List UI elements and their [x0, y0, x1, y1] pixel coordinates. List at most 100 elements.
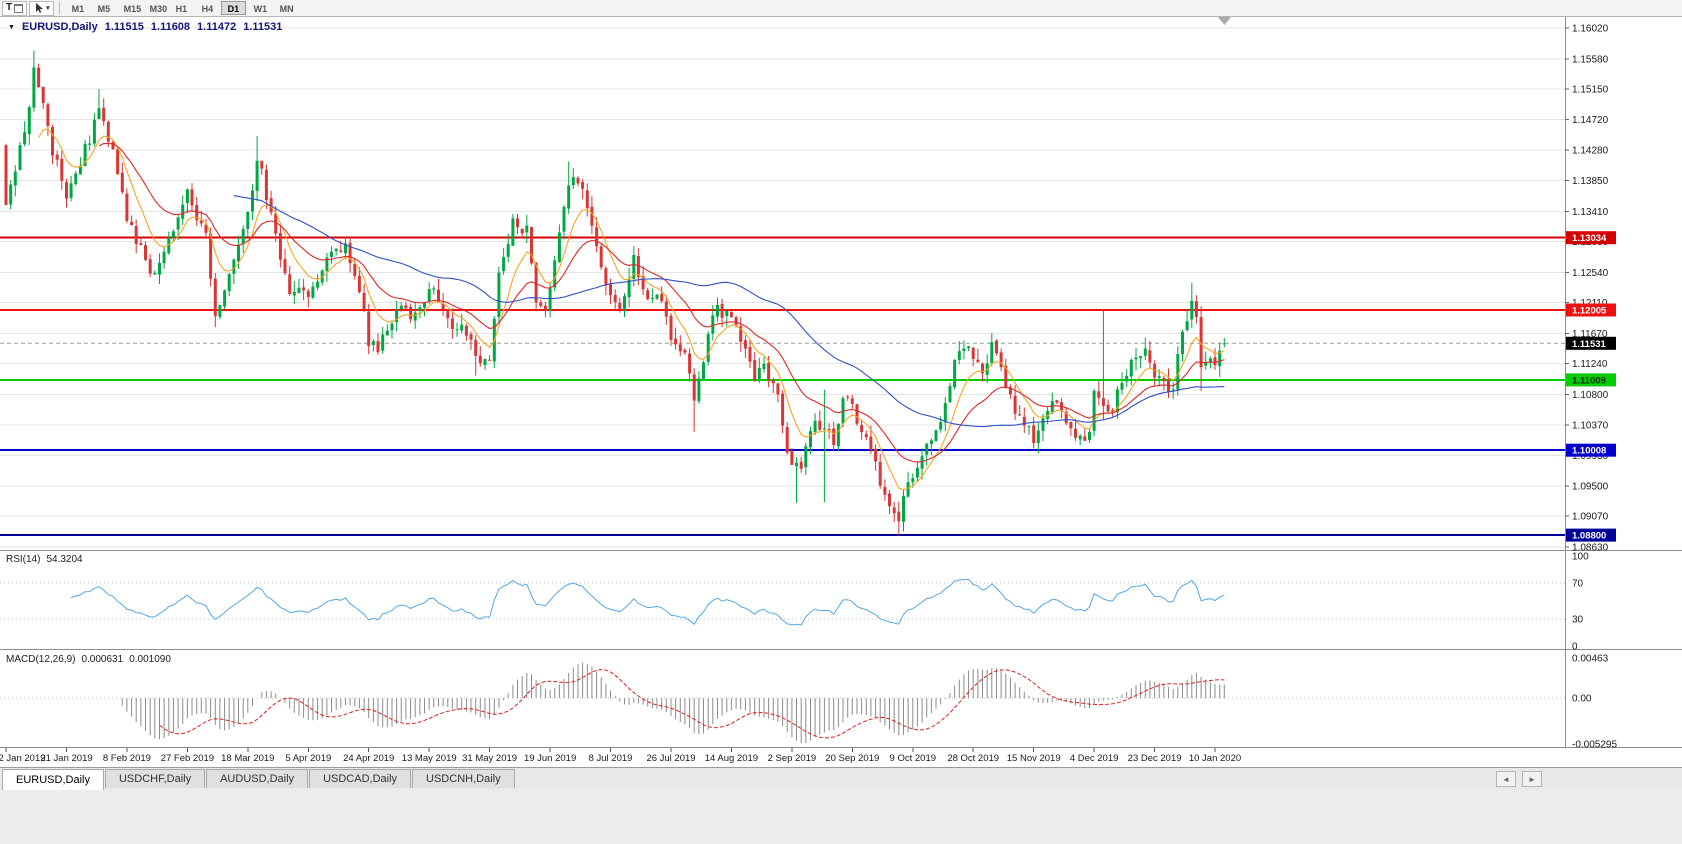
cursor-tool-button[interactable]: ▾: [29, 0, 54, 16]
timeframe-button-m5[interactable]: M5: [91, 1, 116, 15]
macd-signal-value: 0.001090: [129, 654, 171, 665]
timeframe-button-mn[interactable]: MN: [273, 1, 298, 15]
chart-symbol-period: EURUSD,Daily: [21, 21, 98, 33]
chart-tab-usdcnh[interactable]: USDCNH,Daily: [412, 769, 515, 788]
svg-text:24 Apr 2019: 24 Apr 2019: [343, 753, 394, 764]
timeframe-button-m30[interactable]: M30: [143, 1, 168, 15]
macd-axis-label: -0.005295: [1572, 740, 1617, 751]
svg-text:1.08800: 1.08800: [1572, 531, 1606, 542]
svg-text:1.14280: 1.14280: [1572, 146, 1609, 157]
toolbar-separator: [58, 2, 60, 14]
templates-button-label: T: [6, 2, 13, 13]
level-price-badge-1.12005: 1.12005: [1566, 303, 1616, 317]
rsi-indicator-label: RSI(14) 54.3204: [6, 554, 83, 565]
candle-wicks-up: [10, 50, 1225, 532]
svg-text:1.12005: 1.12005: [1572, 306, 1607, 317]
tabs-scroll-right-button[interactable]: ►: [1522, 771, 1542, 787]
rsi-name: RSI(14): [6, 554, 41, 565]
svg-text:1.15150: 1.15150: [1572, 85, 1609, 96]
timeframe-button-w1[interactable]: W1: [247, 1, 272, 15]
templates-button[interactable]: T: [2, 0, 28, 16]
svg-text:13 May 2019: 13 May 2019: [402, 753, 457, 764]
svg-text:1.16020: 1.16020: [1572, 24, 1609, 35]
current-price-badge: 1.11531: [1566, 336, 1616, 350]
tabs-scroll-left-button[interactable]: ◄: [1496, 771, 1516, 787]
rsi-value: 54.3204: [46, 554, 83, 565]
chart-tab-eurusd[interactable]: EURUSD,Daily: [2, 769, 104, 790]
pane-separators[interactable]: [0, 550, 1682, 748]
rsi-axis-label: 70: [1572, 579, 1584, 590]
chart-title: ▼ EURUSD,Daily 1.11515 1.11608 1.11472 1…: [8, 21, 282, 33]
tabs-scroll-group: ◄ ►: [1496, 771, 1542, 787]
macd-signal-line: [159, 668, 1225, 739]
title-marker-icon: ▼: [8, 23, 15, 31]
svg-text:1.13034: 1.13034: [1572, 233, 1607, 244]
svg-text:19 Jun 2019: 19 Jun 2019: [524, 753, 576, 764]
svg-text:2 Sep 2019: 2 Sep 2019: [768, 753, 817, 764]
timeframe-button-m15[interactable]: M15: [117, 1, 142, 15]
svg-text:18 Mar 2019: 18 Mar 2019: [221, 753, 274, 764]
svg-text:8 Jul 2019: 8 Jul 2019: [589, 753, 633, 764]
candles-down: [4, 67, 1217, 522]
chart-open-value: 1.11515: [104, 21, 144, 33]
svg-text:1.13850: 1.13850: [1572, 176, 1609, 187]
level-price-badge-1.10008: 1.10008: [1566, 443, 1616, 457]
svg-text:1.08630: 1.08630: [1572, 543, 1609, 554]
svg-text:1.09500: 1.09500: [1572, 481, 1609, 492]
macd-pane: [0, 662, 1565, 744]
rsi-pane: [0, 578, 1565, 626]
svg-text:2 Jan 2019: 2 Jan 2019: [0, 753, 46, 764]
svg-text:5 Apr 2019: 5 Apr 2019: [285, 753, 331, 764]
chart-tab-usdcad[interactable]: USDCAD,Daily: [309, 769, 412, 788]
timeframe-button-h1[interactable]: H1: [169, 1, 194, 15]
svg-text:20 Sep 2019: 20 Sep 2019: [825, 753, 879, 764]
timeframe-button-d1[interactable]: D1: [220, 1, 246, 15]
macd-axis-label: 0.00463: [1572, 654, 1609, 665]
chart-low-value: 1.11472: [197, 21, 237, 33]
svg-text:1.10370: 1.10370: [1572, 420, 1609, 431]
svg-text:21 Jan 2019: 21 Jan 2019: [40, 753, 92, 764]
svg-text:4 Dec 2019: 4 Dec 2019: [1070, 753, 1119, 764]
price-chart[interactable]: 1.16020 1.15580 1.15150 1.14720 1.14280 1.138…: [0, 17, 1682, 767]
svg-text:9 Oct 2019: 9 Oct 2019: [890, 753, 936, 764]
chart-tab-audusd[interactable]: AUDUSD,Daily: [206, 769, 309, 788]
svg-text:31 May 2019: 31 May 2019: [462, 753, 517, 764]
svg-text:1.10008: 1.10008: [1572, 446, 1606, 457]
timeframe-button-h4[interactable]: H4: [195, 1, 220, 15]
dropdown-caret-icon: ▾: [46, 5, 50, 12]
svg-text:26 Jul 2019: 26 Jul 2019: [646, 753, 695, 764]
ma-50-line: [233, 195, 1225, 428]
ma-21-line: [98, 142, 1225, 463]
price-axis[interactable]: 1.16020 1.15580 1.15150 1.14720 1.14280 1.138…: [1565, 24, 1609, 554]
chart-tabs-bar: EURUSD,Daily USDCHF,Daily AUDUSD,Daily USDC…: [0, 767, 1682, 790]
svg-text:15 Nov 2019: 15 Nov 2019: [1007, 753, 1061, 764]
ma-8-line: [38, 128, 1225, 491]
svg-text:14 Aug 2019: 14 Aug 2019: [705, 753, 758, 764]
rsi-axis-label: 0: [1572, 642, 1578, 653]
chart-area[interactable]: 1.16020 1.15580 1.15150 1.14720 1.14280 1.138…: [0, 17, 1682, 767]
candle-wicks-down: [5, 63, 1216, 536]
chart-tab-usdchf[interactable]: USDCHF,Daily: [104, 769, 206, 788]
svg-text:1.11531: 1.11531: [1572, 339, 1607, 350]
level-price-badge-1.13034: 1.13034: [1566, 231, 1616, 245]
svg-text:1.11240: 1.11240: [1572, 359, 1608, 370]
svg-text:1.13410: 1.13410: [1572, 207, 1609, 218]
top-toolbar: T ▾ M1 M5 M15 M30 H1 H4 D1 W1 MN: [0, 0, 1682, 17]
timeframe-group: M1 M5 M15 M30 H1 H4 D1 W1 MN: [65, 1, 298, 15]
chart-tabs: EURUSD,Daily USDCHF,Daily AUDUSD,Daily USDC…: [2, 769, 516, 790]
chart-close-value: 1.11531: [243, 21, 283, 33]
svg-text:28 Oct 2019: 28 Oct 2019: [947, 753, 999, 764]
main-pane: [0, 50, 1565, 537]
svg-text:1.10800: 1.10800: [1572, 390, 1609, 401]
svg-text:1.15580: 1.15580: [1572, 54, 1609, 65]
cursor-icon: [36, 3, 44, 13]
svg-text:10 Jan 2020: 10 Jan 2020: [1189, 753, 1241, 764]
timeframe-button-m1[interactable]: M1: [65, 1, 90, 15]
candles-up: [9, 67, 1226, 522]
template-grid-icon: [14, 3, 24, 13]
rsi-line: [70, 578, 1225, 626]
chart-shift-marker[interactable]: [1218, 17, 1231, 25]
svg-text:1.14720: 1.14720: [1572, 115, 1609, 126]
svg-text:1.12540: 1.12540: [1572, 268, 1609, 279]
